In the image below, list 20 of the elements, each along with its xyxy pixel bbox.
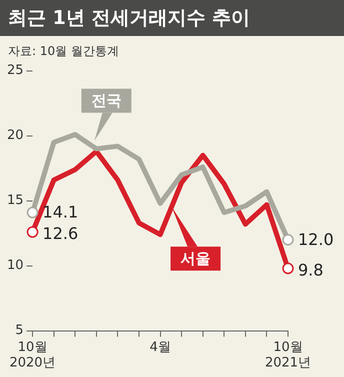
data-label: 12.6 [42, 224, 78, 244]
chart-title: 최근 1년 전세거래지수 추이 [0, 0, 344, 36]
x-tick-label: 10월 2021년 [264, 340, 312, 371]
point [282, 234, 294, 246]
y-tick-label: 15 [6, 193, 24, 208]
y-tick-label: 10 [6, 258, 24, 274]
point [26, 226, 38, 238]
data-label: 14.1 [42, 202, 78, 222]
point [26, 206, 38, 218]
y-tick-label: 20 [6, 128, 24, 144]
data-label: 9.8 [298, 260, 324, 280]
y-tick-label: 25 [6, 63, 24, 78]
y-tick-label: 5 [15, 323, 24, 338]
x-tick-label: 4월 [150, 340, 171, 355]
series-label: 서울 [180, 249, 211, 268]
point [282, 262, 294, 274]
series-label: 전국 [91, 92, 122, 110]
chart-subtitle: 자료: 10월 월간통계 [7, 43, 120, 60]
data-label: 12.0 [298, 230, 334, 249]
x-tick-label: 10월 2020년 [9, 340, 56, 371]
